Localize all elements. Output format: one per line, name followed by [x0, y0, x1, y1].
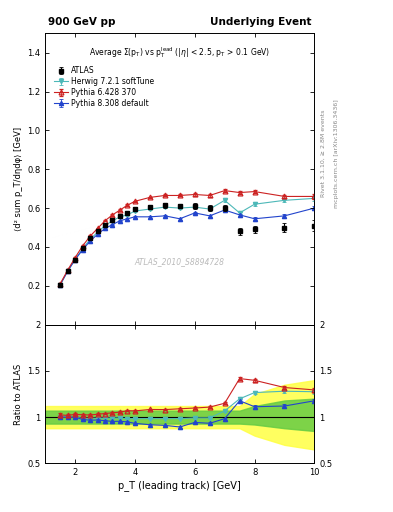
- Text: Underlying Event: Underlying Event: [210, 17, 312, 28]
- Text: 900 GeV pp: 900 GeV pp: [48, 17, 116, 28]
- Text: ATLAS_2010_S8894728: ATLAS_2010_S8894728: [135, 258, 225, 266]
- X-axis label: p_T (leading track) [GeV]: p_T (leading track) [GeV]: [118, 480, 241, 491]
- Text: Average $\Sigma$(p$_{\rm T}$) vs p$_{\rm T}^{\rm lead}$ (|$\eta$| < 2.5, p$_{\rm: Average $\Sigma$(p$_{\rm T}$) vs p$_{\rm…: [89, 45, 270, 60]
- Y-axis label: Ratio to ATLAS: Ratio to ATLAS: [14, 364, 23, 424]
- Text: Rivet 3.1.10, ≥ 2.8M events: Rivet 3.1.10, ≥ 2.8M events: [320, 110, 325, 197]
- Text: mcplots.cern.ch [arXiv:1306.3436]: mcplots.cern.ch [arXiv:1306.3436]: [334, 99, 339, 208]
- Y-axis label: ⟨d² sum p_T/dηdφ⟩ [GeV]: ⟨d² sum p_T/dηdφ⟩ [GeV]: [14, 127, 23, 231]
- Legend: ATLAS, Herwig 7.2.1 softTune, Pythia 6.428 370, Pythia 8.308 default: ATLAS, Herwig 7.2.1 softTune, Pythia 6.4…: [54, 66, 154, 108]
